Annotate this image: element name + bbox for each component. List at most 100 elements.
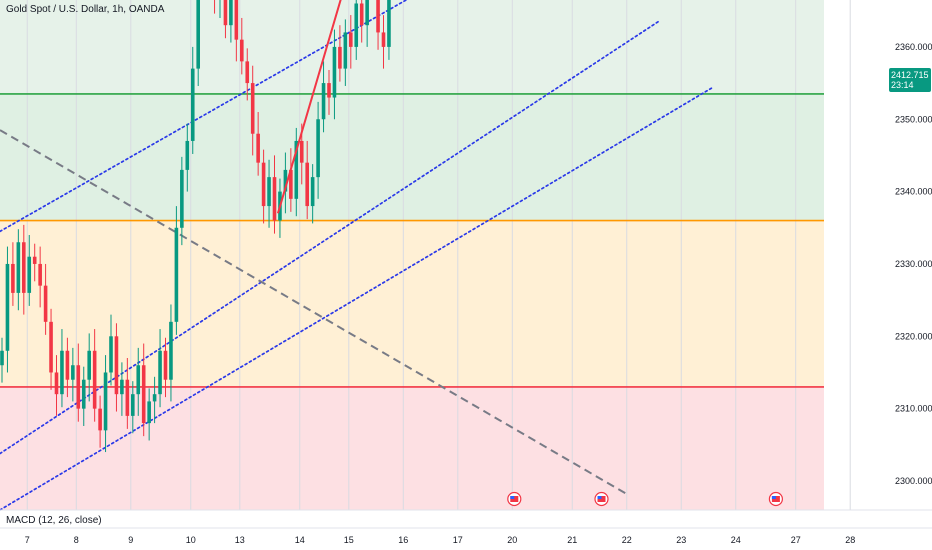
candle-body bbox=[343, 32, 348, 69]
candle-body bbox=[354, 3, 359, 47]
candle-body bbox=[299, 140, 304, 163]
price-axis-tick: 2320.000 bbox=[895, 331, 932, 341]
time-axis-tick: 8 bbox=[74, 535, 79, 545]
candle-body bbox=[349, 32, 353, 47]
time-axis-tick: 27 bbox=[791, 535, 801, 545]
candle-body bbox=[27, 256, 32, 293]
candle-body bbox=[180, 169, 184, 228]
candle-body bbox=[376, 0, 380, 33]
candle-body bbox=[103, 372, 108, 431]
time-axis-tick: 21 bbox=[567, 535, 577, 545]
time-axis-tick: 10 bbox=[186, 535, 196, 545]
candle-body bbox=[223, 0, 228, 26]
time-axis-tick: 7 bbox=[25, 535, 30, 545]
last-price-badge: 2412.715 23:14 bbox=[889, 68, 931, 92]
candle-body bbox=[76, 365, 81, 409]
price-zone bbox=[0, 386, 824, 510]
bar-countdown: 23:14 bbox=[891, 80, 914, 90]
trendline-dashed[interactable] bbox=[0, 129, 628, 495]
price-zone bbox=[0, 0, 824, 94]
candle-body bbox=[65, 350, 70, 380]
price-axis-tick: 2310.000 bbox=[895, 404, 932, 414]
candle-body bbox=[245, 61, 250, 84]
candle-body bbox=[332, 46, 337, 98]
trendline-dotted[interactable] bbox=[0, 0, 616, 233]
candle-body bbox=[71, 365, 75, 380]
candle-body bbox=[163, 350, 168, 380]
candle-body bbox=[147, 401, 151, 424]
candle-body bbox=[338, 46, 342, 69]
candle-body bbox=[0, 350, 4, 366]
candle-body bbox=[267, 177, 271, 207]
flag-canton-icon bbox=[510, 496, 515, 499]
candle-body bbox=[321, 83, 326, 120]
price-axis-tick: 2350.000 bbox=[895, 114, 932, 124]
macd-indicator-label[interactable]: MACD (12, 26, close) bbox=[6, 515, 102, 526]
candle-body bbox=[136, 365, 141, 395]
candle-body bbox=[125, 379, 130, 416]
candle-body bbox=[114, 336, 119, 395]
candle-body bbox=[87, 350, 91, 380]
candle-body bbox=[272, 177, 277, 221]
candle-body bbox=[387, 0, 391, 47]
candle-body bbox=[16, 242, 21, 293]
candle-body bbox=[196, 0, 200, 69]
candle-body bbox=[305, 162, 309, 207]
time-axis-tick: 20 bbox=[507, 535, 517, 545]
candle-body bbox=[32, 256, 37, 264]
time-axis-tick: 23 bbox=[676, 535, 686, 545]
candle-body bbox=[174, 227, 179, 322]
price-axis-tick: 2360.000 bbox=[895, 42, 932, 52]
candle-body bbox=[316, 119, 320, 178]
candle-body bbox=[229, 0, 233, 26]
candle-body bbox=[365, 0, 369, 26]
candle-body bbox=[250, 83, 255, 134]
candle-body bbox=[92, 350, 97, 409]
candle-body bbox=[359, 3, 364, 26]
trendline-dotted[interactable] bbox=[0, 85, 715, 511]
candle-body bbox=[185, 140, 190, 170]
price-axis-tick: 2330.000 bbox=[895, 259, 932, 269]
candle-body bbox=[152, 394, 157, 402]
candle-body bbox=[109, 336, 113, 373]
time-axis-tick: 9 bbox=[128, 535, 133, 545]
candle-body bbox=[43, 285, 48, 322]
candle-body bbox=[234, 0, 239, 40]
candle-body bbox=[169, 321, 173, 380]
candle-body bbox=[294, 140, 299, 199]
candle-body bbox=[11, 263, 15, 293]
price-axis-tick: 2340.000 bbox=[895, 187, 932, 197]
candle-body bbox=[22, 242, 26, 293]
candle-body bbox=[190, 68, 195, 141]
candle-body bbox=[256, 133, 260, 163]
flag-canton-icon bbox=[771, 496, 776, 499]
candle-body bbox=[141, 365, 146, 424]
last-price-value: 2412.715 bbox=[891, 70, 929, 80]
candle-body bbox=[5, 263, 10, 351]
candle-body bbox=[98, 408, 102, 431]
candle-body bbox=[38, 263, 42, 286]
time-axis-tick: 14 bbox=[295, 535, 305, 545]
candle-body bbox=[81, 379, 86, 409]
price-zone bbox=[0, 93, 824, 221]
trendline-dotted[interactable] bbox=[0, 20, 661, 455]
price-axis-tick: 2300.000 bbox=[895, 476, 932, 486]
candle-body bbox=[120, 379, 124, 395]
candle-body bbox=[310, 177, 315, 207]
candle-body bbox=[381, 32, 386, 47]
candle-body bbox=[131, 394, 135, 416]
candle-body bbox=[283, 169, 288, 192]
candle-body bbox=[49, 321, 53, 373]
candle-body bbox=[158, 350, 162, 395]
time-axis-tick: 16 bbox=[398, 535, 408, 545]
candle-body bbox=[327, 83, 331, 98]
candle-body bbox=[54, 372, 59, 395]
time-axis-tick: 28 bbox=[845, 535, 855, 545]
time-axis-tick: 24 bbox=[731, 535, 741, 545]
candle-body bbox=[261, 162, 266, 207]
time-axis-tick: 15 bbox=[344, 535, 354, 545]
candle-body bbox=[240, 39, 244, 62]
candle-body bbox=[289, 169, 293, 199]
time-axis-tick: 17 bbox=[453, 535, 463, 545]
